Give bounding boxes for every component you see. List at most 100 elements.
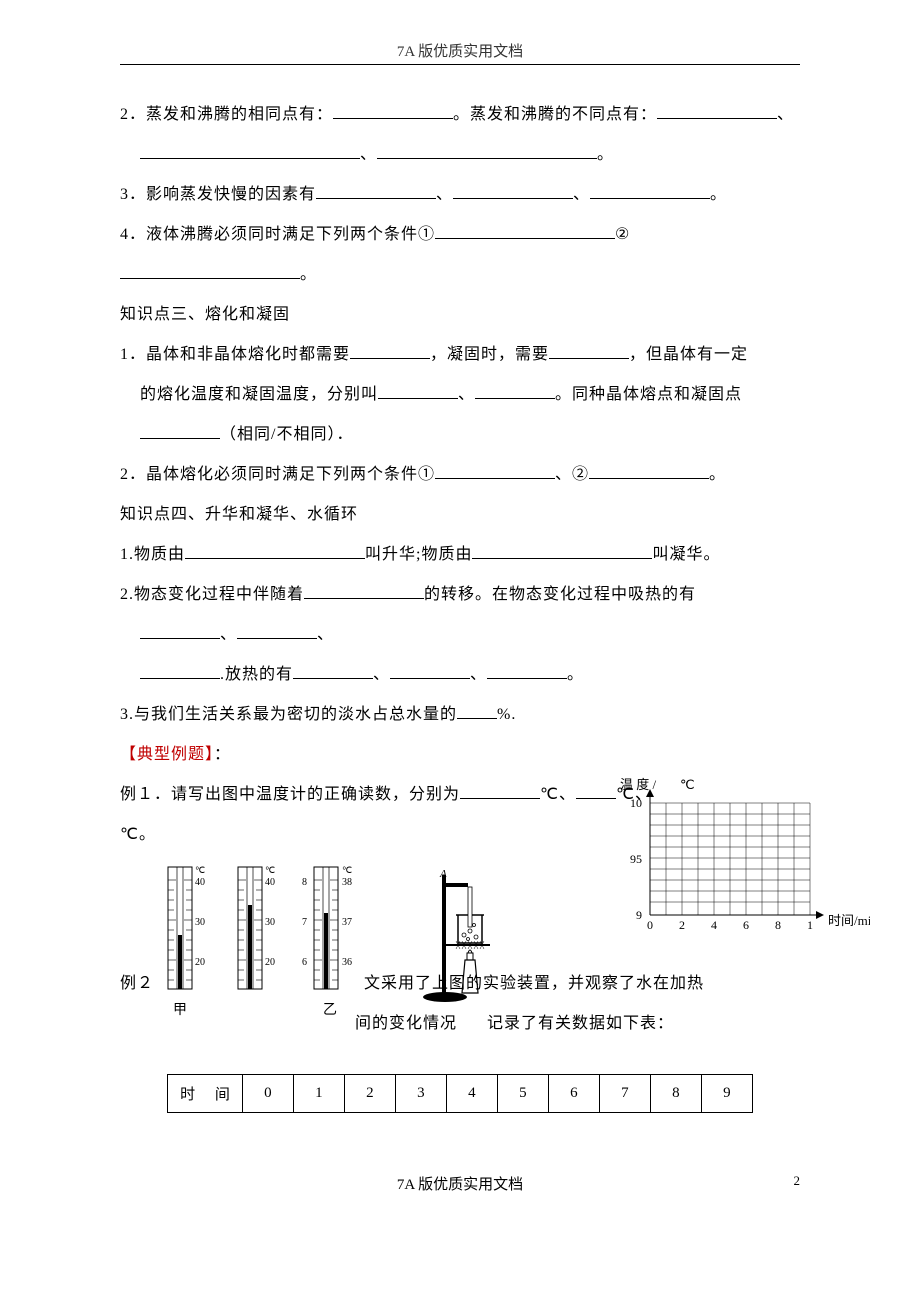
- text: ℃、: [540, 786, 576, 803]
- svg-text:A: A: [439, 868, 447, 880]
- kp4-q1: 1.物质由叫升华;物质由叫凝华。: [120, 535, 800, 575]
- kp3-q1-l1: 1．晶体和非晶体熔化时都需要，凝固时，需要，但晶体有一定: [120, 335, 800, 375]
- text: 例１．请写出图中温度计的正确读数，分别为: [120, 786, 460, 803]
- text: 文采用了上图: [364, 975, 466, 992]
- text: 例２: [120, 975, 154, 992]
- chart-y-label: 温 度 /: [620, 777, 657, 792]
- kp4-q3: 3.与我们生活关系最为密切的淡水占总水量的%.: [120, 695, 800, 735]
- text: 的转移。在物态变化过程中吸热的有: [424, 586, 696, 603]
- svg-text:℃: ℃: [342, 865, 352, 875]
- end: 。: [709, 466, 726, 483]
- xtick: 0: [647, 918, 653, 932]
- temperature-time-chart: 温 度 / ℃: [610, 775, 870, 935]
- ytick: 9: [636, 908, 642, 922]
- table-cell: 0: [242, 1075, 293, 1113]
- table-cell: 3: [395, 1075, 446, 1113]
- q2-end: 、: [777, 106, 794, 123]
- blank: [304, 582, 424, 599]
- text: 2.物态变化过程中伴随着: [120, 586, 304, 603]
- blank: [435, 222, 615, 239]
- blank: [140, 142, 360, 159]
- question-4: 4．液体沸腾必须同时满足下列两个条件①②。: [120, 215, 800, 295]
- table-cell: 9: [701, 1075, 752, 1113]
- end: 。: [597, 146, 614, 163]
- text: ，凝固时，需要: [430, 346, 549, 363]
- xtick: 2: [679, 918, 685, 932]
- kp4-q2-l1: 2.物态变化过程中伴随着 的转移。在物态变化过程中吸热的有: [120, 575, 800, 615]
- blank: [453, 182, 573, 199]
- svg-text:37: 37: [342, 917, 352, 928]
- table-cell: 5: [497, 1075, 548, 1113]
- table-cell: 4: [446, 1075, 497, 1113]
- blank: [378, 382, 458, 399]
- blank: [316, 182, 436, 199]
- examples-heading: 【典型例题】：: [120, 735, 800, 775]
- sep: 、: [373, 666, 390, 683]
- xtick: 8: [775, 918, 781, 932]
- text: 叫凝华。: [652, 546, 720, 563]
- blank: [657, 102, 777, 119]
- header-rule: [120, 64, 800, 65]
- blank: [590, 182, 710, 199]
- q2-mid: 。蒸发和沸腾的不同点有：: [453, 106, 657, 123]
- end: 。: [567, 666, 584, 683]
- question-2-cont: 、。: [120, 135, 800, 175]
- blank: [475, 382, 555, 399]
- blank: [390, 662, 470, 679]
- text: 的熔化温度和凝固温度，分别叫: [140, 386, 378, 403]
- kp3-q1-l3: （相同/不相同）．: [120, 415, 800, 455]
- text: 2．晶体熔化必须同时满足下列两个条件①: [120, 466, 435, 483]
- text: %.: [497, 706, 516, 723]
- table-cell: 6: [548, 1075, 599, 1113]
- blank: [377, 142, 597, 159]
- kp3-q2: 2．晶体熔化必须同时满足下列两个条件① 、② 。: [120, 455, 800, 495]
- text: 叫升华;物质由: [365, 546, 472, 563]
- ytick: 10: [630, 796, 642, 810]
- q3-label: 3．影响蒸发快慢的因素有: [120, 186, 316, 203]
- example-2-l2: 间的变化情况 记录了有关数据如下表：: [120, 1004, 800, 1044]
- end: 。: [710, 186, 727, 203]
- kp4-title: 知识点四、升华和凝华、水循环: [120, 495, 800, 535]
- text: 的实验装置，并观察了水在加热: [466, 975, 704, 992]
- sep: 、: [470, 666, 487, 683]
- kp4-q2-l2: 、、: [120, 615, 800, 655]
- page-number: 2: [794, 1173, 801, 1189]
- xtick: 6: [743, 918, 749, 932]
- sep: 、: [458, 386, 475, 403]
- blank: [140, 622, 220, 639]
- sep: 、: [220, 626, 237, 643]
- sep: 、: [573, 186, 590, 203]
- svg-text:8: 8: [302, 877, 307, 888]
- blank: [293, 662, 373, 679]
- data-table: 时 间 0 1 2 3 4 5 6 7 8 9: [167, 1074, 753, 1113]
- blank: [472, 542, 652, 559]
- question-3: 3．影响蒸发快慢的因素有、、。: [120, 175, 800, 215]
- ytick: 95: [630, 852, 642, 866]
- text: 1．晶体和非晶体熔化时都需要: [120, 346, 350, 363]
- text: .放热的有: [220, 666, 293, 683]
- sep: 、: [360, 146, 377, 163]
- page-header: 7A 版优质实用文档: [120, 40, 800, 61]
- blank: [350, 342, 430, 359]
- blank: [549, 342, 629, 359]
- kp3-title: 知识点三、熔化和凝固: [120, 295, 800, 335]
- blank: [589, 462, 709, 479]
- chart-y-unit: ℃: [680, 777, 695, 792]
- svg-text:38: 38: [342, 877, 352, 888]
- example-2-l1: 例２ 文采用了上图的实验装置，并观察了水在加热: [120, 964, 800, 1004]
- text: 3.与我们生活关系最为密切的淡水占总水量的: [120, 706, 457, 723]
- question-2: 2．蒸发和沸腾的相同点有：。蒸发和沸腾的不同点有：、: [120, 95, 800, 135]
- footer-text: 7A 版优质实用文档: [397, 1173, 523, 1194]
- blank: [185, 542, 365, 559]
- q4-mid: ②: [615, 226, 630, 243]
- table-cell: 7: [599, 1075, 650, 1113]
- sep: 、: [317, 626, 334, 643]
- end: 。: [300, 266, 317, 283]
- kp4-q2-l3: .放热的有 、 、 。: [120, 655, 800, 695]
- xtick: 1: [807, 918, 813, 932]
- svg-text:40: 40: [265, 877, 275, 888]
- colon: ：: [214, 746, 231, 763]
- blank: [333, 102, 453, 119]
- sep: 、②: [555, 466, 589, 483]
- text: ℃。: [120, 826, 156, 843]
